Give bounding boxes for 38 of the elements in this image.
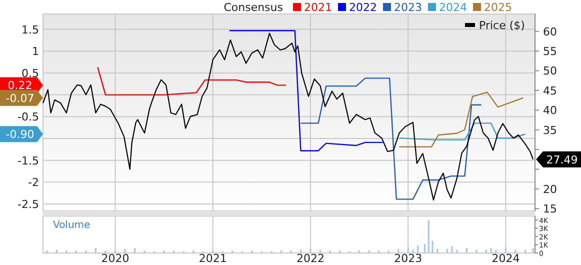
y2-tick-label: 55 [543, 45, 557, 58]
y2-tick-label: 20 [543, 182, 557, 196]
legend-label: Price ($) [479, 19, 525, 32]
line-series [398, 122, 526, 140]
legend-label: 2024 [439, 1, 467, 14]
line-series [228, 30, 384, 152]
y-tick-label: -2.5 [18, 198, 39, 212]
data-label: 27.49 [546, 153, 578, 166]
line-series [42, 32, 534, 201]
legend-title: Consensus [224, 1, 284, 14]
y2-tick-label: 40 [543, 104, 557, 118]
y-axis-title: Volume [53, 220, 90, 231]
y2-tick-label: 35 [543, 124, 557, 137]
line-series [398, 92, 524, 148]
y2-tick-label: 50 [543, 64, 557, 78]
legend-label: 2025 [484, 1, 512, 14]
x-tick-label: 2021 [198, 252, 227, 265]
legend-label: 2022 [349, 1, 377, 14]
legend-label: 2023 [394, 1, 422, 14]
annotation: -0.90 [6, 128, 34, 142]
legend-label: 2021 [304, 1, 332, 14]
y2-tick-label: 15 [543, 202, 557, 216]
annotation: -0.07 [6, 92, 34, 105]
annotation: 0.22 [8, 79, 32, 92]
x-tick-label: 2022 [296, 252, 324, 265]
y-tick-label: 1 [32, 45, 39, 58]
x-tick-label: 2023 [394, 252, 422, 265]
y2-tick-label: 45 [543, 84, 557, 98]
y-tick-label: 1.5 [22, 23, 39, 36]
y2-tick-label: 60 [543, 25, 557, 38]
y-tick-label: 0.5 [22, 66, 39, 80]
line-series [300, 78, 482, 200]
y-tick-label: -0.5 [18, 110, 39, 124]
y-tick-label: -2 [28, 176, 39, 190]
line-series [97, 66, 287, 96]
x-tick-label: 2020 [101, 252, 130, 265]
x-tick-label: 2024 [492, 252, 520, 265]
y-tick-label: -1.5 [18, 154, 39, 168]
